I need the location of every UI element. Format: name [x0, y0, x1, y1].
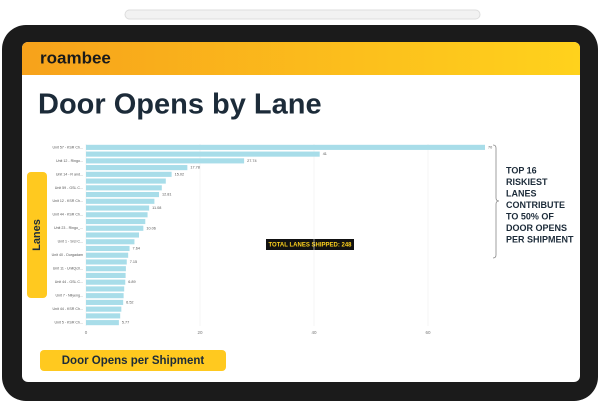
bar	[86, 144, 485, 150]
y-label-box	[27, 172, 47, 298]
x-tick-label: 0	[85, 330, 88, 335]
bar	[86, 191, 160, 198]
value-label: 15.02	[175, 172, 185, 176]
plot: 0 20 40 60 Unit 57 - KSR Ch... 70 41 Unit 12 - …	[52, 144, 574, 335]
bar	[86, 320, 119, 326]
value-label: 7.64	[133, 246, 140, 250]
value-label: 17.78	[190, 166, 200, 170]
value-label: 12.81	[162, 193, 172, 197]
value-label: 41	[323, 152, 327, 156]
bar	[86, 252, 129, 258]
bar	[86, 212, 148, 218]
bar	[86, 165, 188, 171]
bar	[86, 198, 155, 204]
side-note-line: CONTRIBUTE	[506, 200, 565, 210]
x-tick-label: 60	[425, 330, 431, 335]
side-note-line: TOP 16	[506, 165, 537, 175]
bar	[86, 245, 130, 252]
header-band	[22, 42, 580, 75]
bar	[86, 178, 166, 184]
x-axis-label: Door Opens per Shipment	[62, 355, 205, 367]
bar	[86, 313, 121, 319]
side-note-line: DOOR OPENS	[506, 223, 567, 233]
bar	[86, 171, 172, 177]
value-label: 70	[488, 145, 492, 149]
bar	[86, 218, 146, 225]
bar	[86, 299, 124, 305]
y-tick-label: Unit 59 - GSL C...	[55, 186, 83, 190]
brand-logo: roambee	[40, 48, 111, 67]
bar	[86, 306, 122, 312]
value-label: 6.52	[126, 300, 133, 304]
y-tick-label: Unit 23 - Ringo_...	[54, 226, 83, 230]
bar	[86, 286, 125, 292]
bar	[86, 272, 126, 279]
bar	[86, 259, 127, 265]
value-label: 27.74	[247, 159, 257, 163]
side-note-line: TO 50% OF	[506, 211, 554, 221]
y-tick-label: Unit 44 - GSL C...	[55, 280, 83, 284]
bar	[86, 239, 135, 245]
annotation: TOTAL LANES SHIPPED: 248	[268, 243, 352, 249]
y-tick-label: Unit 1 - Srcl C...	[58, 240, 83, 244]
y-tick-label: Unit 12 - Ringo...	[56, 159, 83, 163]
brace	[492, 144, 500, 259]
side-note-line: LANES	[506, 188, 537, 198]
y-tick-label: Unit 5 - KSR Ch...	[54, 321, 83, 325]
screen	[22, 42, 580, 382]
y-tick-label: Unit 44 - KSR Ch...	[52, 213, 83, 217]
x-tick-label: 20	[197, 330, 203, 335]
y-tick-label: Unit 40 - Durgadam	[52, 253, 83, 257]
x-label-box	[40, 350, 226, 371]
value-label: 7.15	[130, 260, 137, 264]
value-label: 10.06	[146, 226, 156, 230]
bar	[86, 185, 162, 191]
stylus	[124, 9, 481, 20]
chart-title: Door Opens by Lane	[38, 89, 322, 121]
x-tick-label: 40	[311, 330, 317, 335]
bar	[86, 205, 150, 211]
side-note-line: PER SHIPMENT	[506, 234, 574, 244]
bar	[86, 158, 245, 164]
bar	[86, 151, 320, 157]
y-tick-label: Unit 11 - UnitQc0...	[53, 267, 83, 271]
bar	[86, 293, 124, 299]
y-tick-label: Unit 7 - Nilyeng...	[55, 294, 83, 298]
y-axis-label: Lanes	[31, 219, 43, 251]
bar	[86, 232, 140, 238]
side-note-line: RISKIEST	[506, 177, 548, 187]
value-label: 6.89	[128, 280, 135, 284]
value-label: 5.77	[122, 321, 129, 325]
annotation-box	[266, 239, 354, 250]
bar	[86, 279, 126, 285]
value-label: 11.08	[152, 206, 161, 210]
y-tick-label: Unit 14 - R and...	[56, 172, 83, 176]
y-tick-label: Unit 44 - KSR Ch...	[52, 307, 83, 311]
bar	[86, 225, 144, 231]
bar	[86, 266, 126, 272]
y-tick-label: Unit 57 - KSR Ch...	[52, 145, 83, 149]
y-tick-label: Unit 12 - KSR Ch...	[52, 199, 83, 203]
